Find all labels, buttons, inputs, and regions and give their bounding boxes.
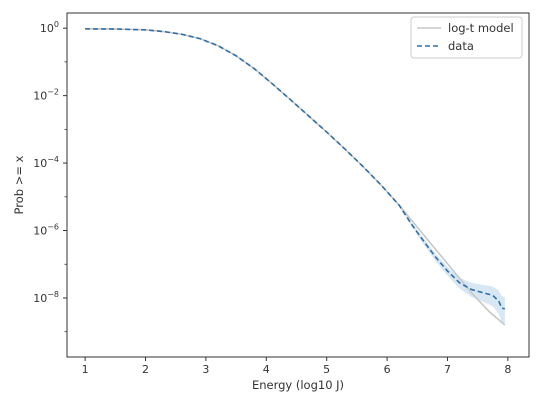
y-tick-label: 100 — [40, 20, 59, 35]
x-axis-label: Energy (log10 J) — [252, 378, 344, 392]
y-axis-label: Prob >= x — [12, 155, 26, 214]
series-lines-layer — [85, 28, 506, 326]
y-tick-label: 10−8 — [33, 290, 59, 305]
x-tick-label: 1 — [82, 363, 89, 376]
x-tick-label: 2 — [142, 363, 149, 376]
x-axis-ticks: 1 2 3 4 5 6 7 8 — [82, 357, 511, 376]
legend: log-t model data — [410, 16, 523, 59]
series-line-data — [85, 28, 506, 310]
x-tick-label: 4 — [263, 363, 270, 376]
legend-label-log-t-model: log-t model — [448, 21, 514, 35]
y-tick-label: 10−6 — [33, 223, 59, 238]
x-tick-label: 8 — [504, 363, 511, 376]
x-tick-label: 3 — [202, 363, 209, 376]
legend-label-data: data — [448, 39, 474, 53]
y-tick-label: 10−2 — [33, 88, 59, 103]
y-axis-ticks: 100 10−2 10−4 10−6 10−8 — [33, 20, 67, 333]
y-tick-label: 10−4 — [33, 155, 59, 170]
x-tick-label: 5 — [323, 363, 330, 376]
plot-frame — [66, 12, 530, 358]
x-tick-label: 7 — [444, 363, 451, 376]
x-tick-label: 6 — [384, 363, 391, 376]
